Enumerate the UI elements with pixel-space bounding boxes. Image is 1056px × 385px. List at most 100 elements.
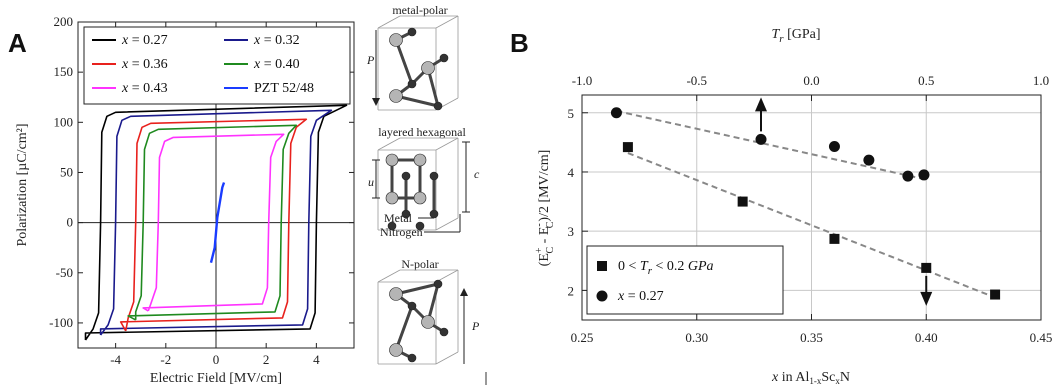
nitrogen-atom-label: Nitrogen	[380, 225, 423, 239]
atomic-bond	[394, 305, 414, 351]
chart-b-point-square	[829, 233, 840, 244]
chart-a-legend-label: x = 0.43	[121, 81, 168, 96]
chart-a-x-tick-label: 0	[213, 352, 220, 367]
chart-b-y-axis-label: (E+C - E-C)/2 [MV/cm]	[534, 150, 556, 267]
nitrogen-atom	[429, 209, 439, 219]
c-label: c	[474, 167, 480, 181]
chart-a-x-axis-label: Electric Field [MV/cm]	[150, 371, 282, 385]
chart-a-series-5	[209, 182, 226, 263]
nitrogen-atom	[415, 221, 425, 231]
chart-b-top-tick-label: -0.5	[686, 73, 707, 88]
nitrogen-atom	[433, 279, 443, 289]
chart-b-ticks: 0.25 0.30 0.35 0.40 0.45 -1.0 -0.5 0.0 0.5 1.0 2 3 4…	[568, 73, 1053, 345]
chart-b-point-circle	[755, 133, 767, 145]
layered-hexagonal-label: layered hexagonal	[378, 125, 466, 139]
nitrogen-atom	[407, 79, 417, 89]
metal-atom	[389, 33, 403, 47]
unit-cell-edge	[377, 269, 401, 283]
chart-b-point-circle	[918, 169, 930, 181]
chart-b-point-square	[990, 289, 1001, 300]
chart-b-fit-line-0	[627, 152, 996, 299]
chart-b-y-tick-label: 5	[568, 106, 575, 121]
metal-atom-label: Metal	[384, 211, 413, 225]
chart-a-x-tick-label: -4	[110, 352, 121, 367]
panel-b-letter: B	[510, 28, 529, 58]
chart-a-series-1	[99, 109, 333, 336]
atomic-bond	[395, 94, 439, 108]
chart-b-x-tick-label: 0.45	[1030, 330, 1053, 345]
chart-b-point-circle	[610, 107, 622, 119]
chart-b-y-axis-label-mid: - E	[537, 227, 552, 247]
chart-a-ticks: -4 -2 0 2 4 -100 -50 0 50 100 150 200	[49, 14, 354, 367]
chart-b-x-axis-label-var: x	[771, 370, 779, 385]
arrow-to-bottom-axis-head	[920, 291, 933, 306]
chart-b-x-tick-label: 0.25	[571, 330, 594, 345]
metal-atom	[385, 153, 399, 167]
chart-a-series-4	[142, 133, 285, 312]
chart-a-curves	[84, 104, 348, 341]
metal-polar-label: metal-polar	[392, 3, 447, 17]
unit-cell-edge	[435, 217, 459, 231]
chart-b-fit-lines	[616, 110, 996, 299]
chart-a-y-tick-label: 50	[60, 164, 73, 179]
chart-a-y-tick-label: -50	[56, 265, 73, 280]
nitrogen-atom	[429, 171, 439, 181]
chart-a-legend-label: x = 0.32	[253, 33, 300, 48]
crystal-structure-illustrations: metal-polar layered hexagonal N-polar P …	[366, 3, 480, 365]
chart-a-legend-label: PZT 52/48	[254, 81, 314, 96]
unit-cell-edge	[435, 137, 459, 151]
chart-b-point-square	[622, 142, 633, 153]
chart-b-top-tick-label: 0.0	[803, 73, 819, 88]
metal-polar-structure	[377, 15, 459, 111]
chart-b-top-tick-label: 0.5	[918, 73, 934, 88]
chart-b-point-circle	[828, 141, 840, 153]
nitrogen-atom	[387, 221, 397, 231]
chart-b-top-axis-label: Tr [GPa]	[771, 27, 820, 45]
chart-a-legend-label: x = 0.36	[121, 57, 168, 72]
chart-a-y-tick-label: 200	[54, 14, 74, 29]
chart-b-y-tick-label: 2	[568, 283, 575, 298]
metal-atom	[389, 287, 403, 301]
chart-b-x-tick-label: 0.30	[685, 330, 708, 345]
chart-b-top-tick-label: -1.0	[572, 73, 593, 88]
chart-a-y-tick-label: 150	[54, 64, 74, 79]
unit-cell-edge	[435, 351, 459, 365]
chart-b-x-axis-label-sub2: x	[835, 376, 840, 385]
chart-b-y-tick-label: 4	[568, 165, 575, 180]
layered-hexagonal-structure	[377, 137, 459, 231]
nitrogen-atom	[439, 327, 449, 337]
nitrogen-atom	[407, 301, 417, 311]
chart-b-top-axis-label-var: T	[771, 27, 780, 42]
chart-b-point-square	[737, 196, 748, 207]
metal-atom	[385, 191, 399, 205]
chart-b-legend-marker	[597, 261, 607, 271]
chart-a-legend-box	[83, 26, 351, 105]
chart-a-legend: x = 0.27 x = 0.32 x = 0.36 x = 0.40 x = 0.43…	[83, 26, 351, 105]
metal-atom	[413, 153, 427, 167]
chart-a-x-tick-label: 4	[313, 352, 320, 367]
polarization-arrow-label-top: P	[366, 53, 375, 67]
nitrogen-atom	[401, 171, 411, 181]
chart-b-point-square	[921, 262, 932, 273]
u-label: u	[368, 175, 374, 189]
chart-b-y-axis-label-sup2: -	[534, 223, 545, 226]
metal-atom	[421, 61, 435, 75]
chart-b-y-axis-label-sup1: +	[534, 247, 545, 253]
atomic-bond	[394, 39, 414, 85]
chart-b-y-axis-label-main: (E	[537, 253, 552, 266]
chart-b-x-tick-label: 0.35	[800, 330, 823, 345]
nitrogen-atom	[407, 353, 417, 363]
chart-b-y-tick-label: 3	[568, 224, 575, 239]
n-polar-label: N-polar	[401, 257, 438, 271]
chart-b-x-axis-label-post: N	[840, 370, 850, 385]
chart-b-y-axis-label-sub2: C	[545, 221, 556, 228]
n-polar-structure	[377, 269, 459, 365]
metal-atom	[421, 315, 435, 329]
chart-b-legend-box	[586, 245, 784, 315]
polarization-arrow-bottom-head	[460, 288, 468, 296]
metal-atom	[413, 191, 427, 205]
chart-a-y-tick-label: -100	[49, 315, 73, 330]
atomic-bond	[395, 282, 439, 296]
